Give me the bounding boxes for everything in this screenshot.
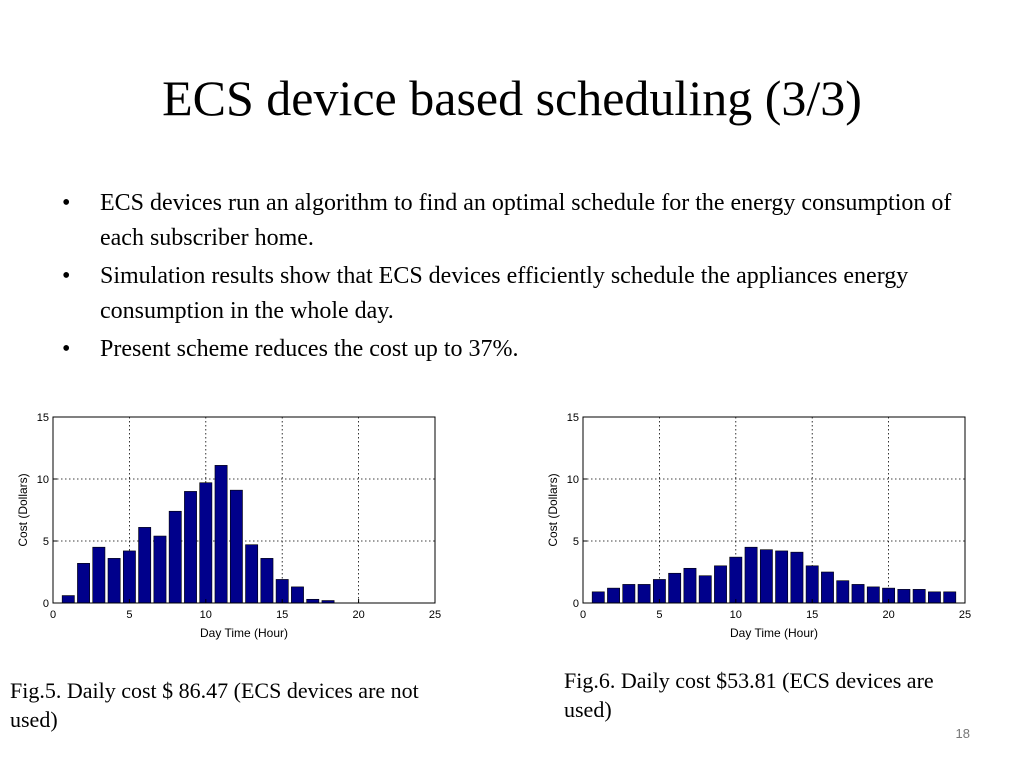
bar xyxy=(866,586,880,604)
bar xyxy=(683,567,697,604)
plot-area xyxy=(583,417,965,603)
slide-title: ECS device based scheduling (3/3) xyxy=(162,70,862,126)
bar xyxy=(943,591,957,604)
x-tick-label: 5 xyxy=(126,609,132,621)
y-tick-label: 10 xyxy=(567,474,579,486)
bar xyxy=(122,550,136,604)
bar xyxy=(668,572,682,604)
bullet-text: ECS devices run an algorithm to find an … xyxy=(100,190,952,251)
x-tick-label: 0 xyxy=(50,609,56,621)
plot-frame xyxy=(582,416,966,604)
bar xyxy=(714,565,727,604)
bar xyxy=(153,535,167,604)
slide-number: 18 xyxy=(955,726,970,741)
bar xyxy=(912,589,926,604)
x-tick-label: 20 xyxy=(352,609,364,621)
bar xyxy=(306,598,320,604)
bar xyxy=(291,586,304,604)
x-axis-label: Day Time (Hour) xyxy=(730,626,818,640)
bar xyxy=(607,587,620,604)
bar xyxy=(214,465,228,604)
y-tick-label: 15 xyxy=(37,412,49,424)
bar xyxy=(622,584,636,604)
bullet-item: • Simulation results show that ECS device… xyxy=(62,259,962,329)
bullet-item: • ECS devices run an algorithm to find an… xyxy=(62,186,962,256)
x-tick-label: 15 xyxy=(276,609,288,621)
bullet-text: Present scheme reduces the cost up to 37… xyxy=(100,336,519,362)
x-tick-label: 20 xyxy=(882,609,894,621)
bar xyxy=(199,482,213,604)
bullet-dot: • xyxy=(62,263,71,289)
bullet-list: • ECS devices run an algorithm to find an… xyxy=(62,186,962,370)
bar xyxy=(805,565,819,604)
bar xyxy=(184,491,197,604)
bar xyxy=(138,527,152,604)
bullet-dot: • xyxy=(62,336,71,362)
bar xyxy=(851,584,865,604)
bar xyxy=(92,546,106,604)
bar xyxy=(836,580,850,604)
bar xyxy=(61,595,75,604)
bar xyxy=(637,584,651,604)
plot-frame xyxy=(52,416,436,604)
bar xyxy=(790,551,804,604)
x-tick-label: 25 xyxy=(429,609,441,621)
y-tick-label: 5 xyxy=(43,536,49,548)
x-axis-label: Day Time (Hour) xyxy=(200,626,288,640)
bar xyxy=(729,556,743,604)
bar xyxy=(775,550,789,604)
bullet-dot: • xyxy=(62,190,71,216)
figure-caption-6: Fig.6. Daily cost $53.81 (ECS devices ar… xyxy=(564,668,934,722)
y-tick-label: 5 xyxy=(573,536,579,548)
bar xyxy=(77,563,90,604)
bar xyxy=(245,544,259,604)
bullet-item: • Present scheme reduces the cost up to 3… xyxy=(62,332,962,367)
bar xyxy=(260,558,274,604)
y-tick-label: 15 xyxy=(567,412,579,424)
bar xyxy=(107,558,121,604)
chart-daily-cost-without-ecs: 0 5 10 15 20 25 0 5 10 15 Day Time (Hour) Cost (Dol… xyxy=(16,412,441,640)
bar xyxy=(928,591,941,604)
chart-daily-cost-with-ecs: 0 5 10 15 20 25 0 5 10 15 Day Time (Hour) Cost (Dol… xyxy=(546,412,971,640)
bar xyxy=(168,510,182,604)
x-tick-label: 25 xyxy=(959,609,971,621)
y-axis-label: Cost (Dollars) xyxy=(16,473,30,546)
bar xyxy=(759,549,773,604)
x-tick-label: 0 xyxy=(580,609,586,621)
x-tick-label: 10 xyxy=(200,609,212,621)
x-tick-label: 10 xyxy=(730,609,742,621)
bar xyxy=(897,589,911,604)
bar xyxy=(229,489,243,604)
bullet-text: Simulation results show that ECS devices… xyxy=(100,263,909,324)
bar xyxy=(698,575,712,604)
y-tick-label: 0 xyxy=(573,598,579,610)
y-axis-label: Cost (Dollars) xyxy=(546,473,560,546)
figure-caption-5: Fig.5. Daily cost $ 86.47 (ECS devices a… xyxy=(10,678,419,732)
x-tick-label: 15 xyxy=(806,609,818,621)
bar xyxy=(744,546,758,604)
bar xyxy=(591,591,605,604)
y-tick-label: 0 xyxy=(43,598,49,610)
bar xyxy=(821,571,834,604)
y-tick-label: 10 xyxy=(37,474,49,486)
x-tick-label: 5 xyxy=(656,609,662,621)
